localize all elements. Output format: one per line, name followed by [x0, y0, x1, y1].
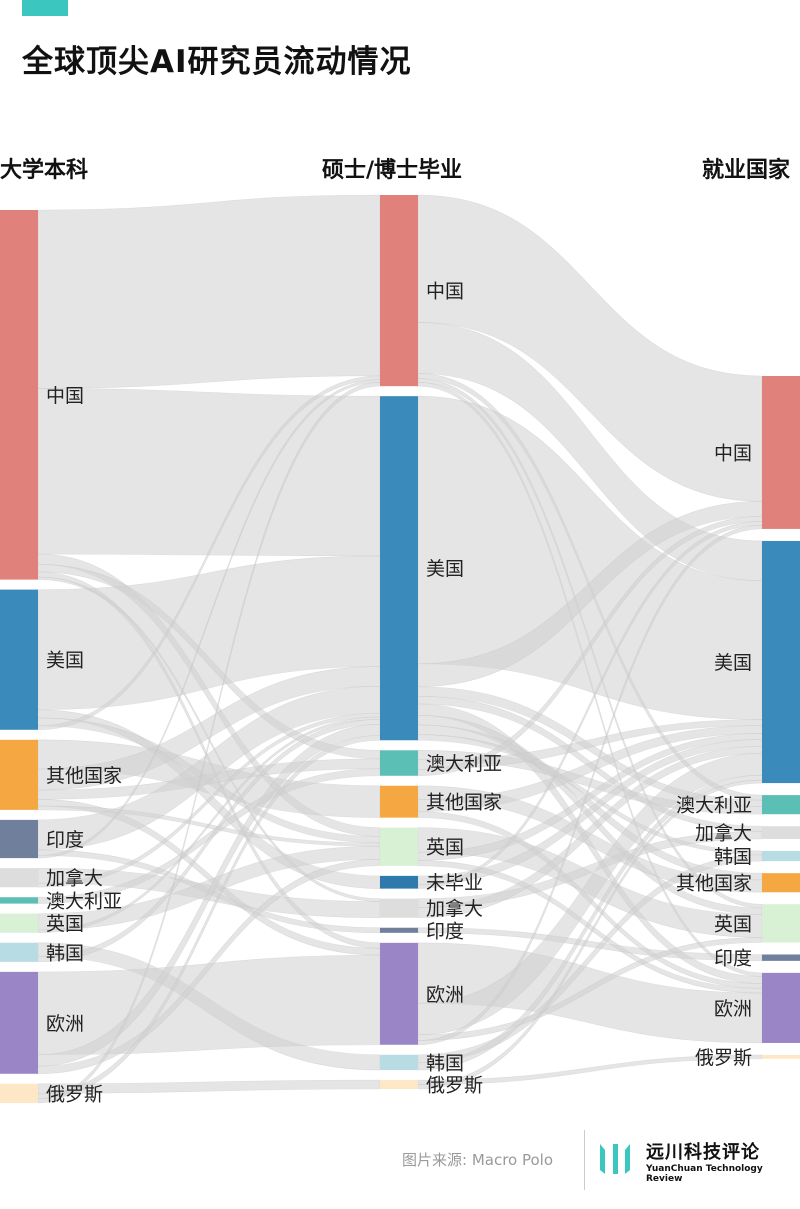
node-bar: [762, 954, 800, 961]
image-source: 图片来源: Macro Polo: [402, 1151, 554, 1169]
node-label: 英国: [714, 913, 752, 935]
node-label: 澳大利亚: [676, 795, 752, 817]
node-label: 澳大利亚: [46, 890, 122, 912]
node-label: 澳大利亚: [426, 753, 502, 775]
node-label: 美国: [426, 558, 464, 580]
node-label: 美国: [46, 650, 84, 672]
node-label: 英国: [426, 837, 464, 859]
node-label: 未毕业: [426, 872, 483, 894]
node-bar: [380, 927, 418, 933]
node-label: 韩国: [426, 1052, 464, 1074]
page-title: 全球顶尖AI研究员流动情况: [22, 44, 412, 80]
node-bar: [0, 913, 38, 933]
node-bar: [380, 1080, 418, 1089]
node-label: 加拿大: [426, 897, 483, 920]
node-label: 俄罗斯: [46, 1083, 103, 1105]
node-label: 中国: [714, 442, 752, 464]
node-bar: [762, 904, 800, 943]
node-label: 俄罗斯: [426, 1075, 483, 1097]
node-bar: [0, 897, 38, 904]
node-bar: [380, 396, 418, 741]
node-bar: [380, 750, 418, 776]
node-bar: [380, 875, 418, 889]
node-label: 中国: [46, 385, 84, 407]
node-label: 韩国: [714, 846, 752, 868]
node-bar: [380, 785, 418, 818]
node-bar: [762, 972, 800, 1043]
node-label: 韩国: [46, 942, 84, 964]
node-bar: [0, 971, 38, 1074]
sankey-chart: 中国美国其他国家印度加拿大澳大利亚英国韩国欧洲俄罗斯中国美国澳大利亚其他国家英国…: [0, 194, 800, 1105]
node-bar: [762, 376, 800, 529]
column-header-graduate: 硕士/博士毕业: [322, 158, 463, 183]
node-label: 英国: [46, 913, 84, 935]
node-bar: [0, 210, 38, 580]
node-bar: [0, 942, 38, 962]
node-bar: [380, 827, 418, 866]
node-label: 加拿大: [695, 822, 752, 845]
node-label: 印度: [426, 920, 464, 942]
node-label: 其他国家: [46, 765, 122, 787]
brand-subtitle: YuanChuan Technology Review: [646, 1164, 763, 1184]
node-bar: [380, 942, 418, 1045]
node-bar: [762, 850, 800, 862]
node-bar: [762, 826, 800, 839]
node-label: 欧洲: [426, 984, 464, 1006]
flow-link: [37, 194, 381, 389]
node-bar: [0, 739, 38, 810]
node-bar: [380, 195, 418, 387]
node-bar: [0, 1083, 38, 1103]
node-bar: [762, 540, 800, 784]
brand-name: 远川科技评论: [646, 1142, 760, 1163]
flow-link: [37, 381, 381, 1104]
node-label: 俄罗斯: [695, 1047, 752, 1069]
node-bar: [762, 873, 800, 893]
node-label: 印度: [46, 829, 84, 851]
node-label: 其他国家: [676, 873, 752, 895]
node-bar: [380, 898, 418, 918]
flow-link: [37, 735, 381, 1100]
column-header-employment: 就业国家: [702, 158, 791, 183]
footer-divider: [584, 1130, 585, 1190]
column-header-undergrad: 大学本科: [0, 158, 89, 183]
node-label: 印度: [714, 948, 752, 970]
node-bar: [0, 819, 38, 859]
node-label: 其他国家: [426, 792, 502, 814]
accent-bar: [22, 0, 68, 16]
node-label: 加拿大: [46, 867, 103, 890]
node-bar: [380, 1054, 418, 1071]
node-label: 中国: [426, 281, 464, 303]
flow-link: [37, 388, 381, 557]
flow-nodes: 中国美国其他国家印度加拿大澳大利亚英国韩国欧洲俄罗斯中国美国澳大利亚其他国家英国…: [0, 195, 800, 1105]
node-label: 欧洲: [46, 1013, 84, 1035]
flow-link: [417, 395, 763, 720]
brand-logo-icon: [600, 1144, 630, 1174]
flow-link: [37, 859, 381, 1075]
node-label: 美国: [714, 652, 752, 674]
node-bar: [762, 1054, 800, 1059]
flow-link: [417, 1054, 763, 1085]
node-label: 欧洲: [714, 998, 752, 1020]
node-bar: [0, 589, 38, 730]
node-bar: [0, 868, 38, 888]
flow-links: [37, 194, 763, 1104]
node-bar: [762, 795, 800, 815]
